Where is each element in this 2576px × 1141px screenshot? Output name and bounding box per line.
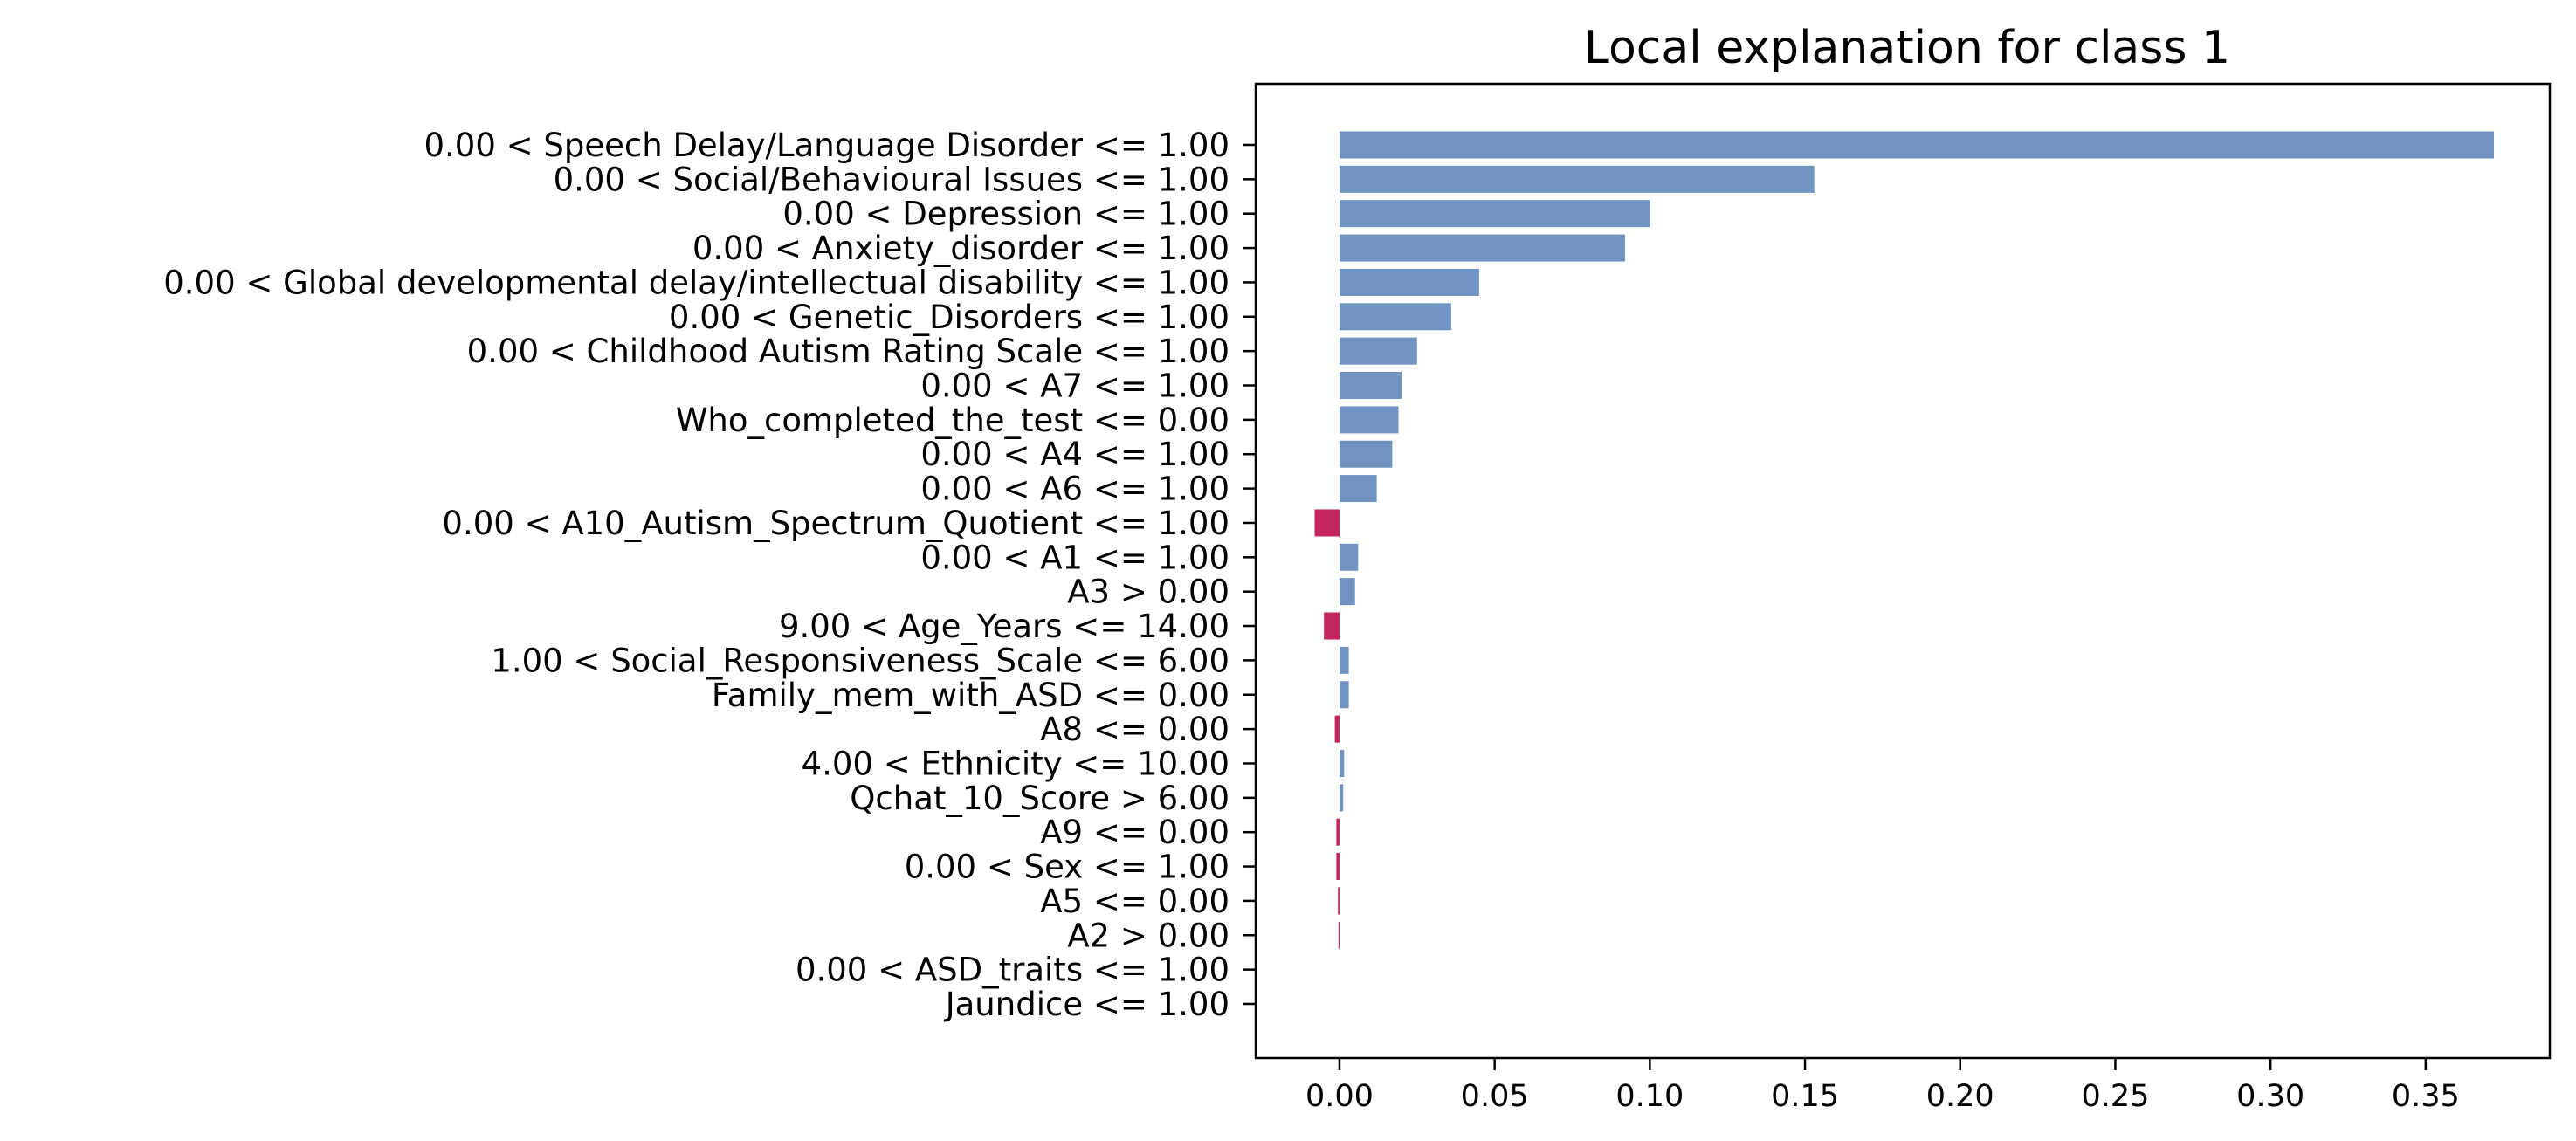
bar-positive — [1339, 543, 1359, 571]
category-label: 0.00 < Anxiety_disorder <= 1.00 — [692, 230, 1229, 267]
category-label: 0.00 < A10_Autism_Spectrum_Quotient <= 1… — [442, 505, 1229, 542]
x-tick-label: 0.35 — [2392, 1079, 2460, 1114]
x-tick-label: 0.20 — [1926, 1079, 1994, 1114]
x-tick-label: 0.05 — [1461, 1079, 1529, 1114]
category-label: Who_completed_the_test <= 0.00 — [676, 402, 1229, 439]
category-label: 0.00 < A1 <= 1.00 — [920, 539, 1229, 576]
category-label: 0.00 < Childhood Autism Rating Scale <= … — [467, 333, 1229, 370]
bar-positive — [1339, 440, 1393, 468]
x-tick-label: 0.00 — [1305, 1079, 1374, 1114]
category-label: A8 <= 0.00 — [1040, 711, 1229, 748]
bar-negative — [1324, 612, 1340, 640]
category-label: 4.00 < Ethnicity <= 10.00 — [802, 745, 1229, 782]
category-label: A9 <= 0.00 — [1040, 814, 1229, 851]
x-tick-label: 0.10 — [1615, 1079, 1684, 1114]
bar-positive — [1339, 784, 1344, 812]
category-label: 1.00 < Social_Responsiveness_Scale <= 6.… — [491, 642, 1229, 679]
bar-positive — [1339, 165, 1815, 193]
category-label: A5 <= 0.00 — [1040, 883, 1229, 920]
bar-positive — [1339, 234, 1625, 262]
bar-negative — [1334, 715, 1340, 743]
bar-positive — [1339, 337, 1417, 365]
bar-negative — [1336, 853, 1340, 881]
bar-negative — [1336, 818, 1340, 846]
bar-positive — [1339, 200, 1650, 228]
category-label: 0.00 < Global developmental delay/intell… — [163, 264, 1229, 301]
category-label: 0.00 < Sex <= 1.00 — [905, 849, 1229, 886]
bar-positive — [1339, 268, 1479, 296]
category-label: 0.00 < Social/Behavioural Issues <= 1.00 — [554, 161, 1229, 198]
bar-positive — [1339, 578, 1355, 606]
bar-positive — [1339, 131, 2495, 159]
bars-group — [1314, 131, 2495, 949]
x-tick-label: 0.25 — [2081, 1079, 2149, 1114]
bar-negative — [1338, 921, 1340, 949]
category-labels-group: 0.00 < Speech Delay/Language Disorder <=… — [163, 127, 1256, 1023]
x-tick-label: 0.30 — [2236, 1079, 2304, 1114]
plot-frame — [1254, 82, 2552, 1060]
bar-positive — [1339, 749, 1345, 777]
category-label: 9.00 < Age_Years <= 14.00 — [779, 608, 1229, 645]
category-label: Qchat_10_Score > 6.00 — [850, 780, 1229, 817]
bar-negative — [1314, 509, 1340, 537]
x-tick-label: 0.15 — [1771, 1079, 1839, 1114]
category-label: 0.00 < Depression <= 1.00 — [782, 196, 1229, 233]
category-label: 0.00 < Genetic_Disorders <= 1.00 — [669, 299, 1229, 336]
bar-positive — [1339, 372, 1402, 400]
category-label: A2 > 0.00 — [1067, 917, 1229, 954]
category-label: Family_mem_with_ASD <= 0.00 — [712, 677, 1229, 714]
bar-positive — [1339, 681, 1349, 709]
category-label: 0.00 < A4 <= 1.00 — [920, 436, 1229, 473]
bar-positive — [1339, 475, 1377, 503]
category-label: 0.00 < ASD_traits <= 1.00 — [796, 952, 1229, 989]
bar-positive — [1339, 406, 1399, 434]
category-label: 0.00 < A7 <= 1.00 — [920, 368, 1229, 405]
bar-negative — [1338, 887, 1340, 915]
x-axis-ticks-group: 0.00 0.05 0.10 0.15 0.20 0.25 0.30 0.35 — [1305, 1058, 2460, 1114]
bar-positive — [1339, 303, 1451, 331]
category-label: A3 > 0.00 — [1067, 574, 1229, 611]
bar-positive — [1339, 646, 1349, 674]
chart-title: Local explanation for class 1 — [1584, 22, 2230, 74]
category-label: Jaundice <= 1.00 — [944, 986, 1229, 1023]
category-label: 0.00 < Speech Delay/Language Disorder <=… — [424, 127, 1229, 164]
category-label: 0.00 < A6 <= 1.00 — [920, 471, 1229, 508]
